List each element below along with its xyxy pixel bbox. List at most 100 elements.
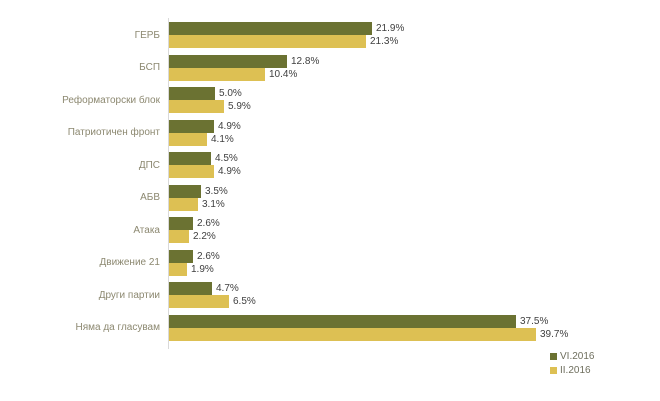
bar-line: 4.9% <box>169 165 241 178</box>
chart-row: ДПС 4.5% 4.9% <box>0 152 660 178</box>
bar-line: 2.2% <box>169 230 220 243</box>
y-axis-line <box>168 18 169 349</box>
bar-vi-2016 <box>169 152 211 165</box>
bar-group: 4.9% 4.1% <box>169 119 241 146</box>
category-label: ДПС <box>138 159 160 171</box>
bar-line: 2.6% <box>169 249 220 263</box>
legend: VI.2016 II.2016 <box>550 351 594 376</box>
value-label: 39.7% <box>540 328 569 340</box>
category-label: Движение 21 <box>99 257 161 268</box>
chart-row: АБВ 3.5% 3.1% <box>0 184 660 211</box>
chart-row: Други партии 4.7% 6.5% <box>0 282 660 308</box>
chart-row: Реформаторски блок 5.0% 5.9% <box>0 87 660 113</box>
value-label: 37.5% <box>520 315 549 327</box>
category-label: Патриотичен фронт <box>67 127 160 138</box>
legend-label: II.2016 <box>560 365 591 376</box>
chart-rows: ГЕРБ 21.9% 21.3% БСП 12.8% 10.4% Реформаторски… <box>0 22 660 347</box>
value-label: 4.9% <box>218 120 241 132</box>
chart-row: Патриотичен фронт 4.9% 4.1% <box>0 119 660 146</box>
value-label: 4.5% <box>215 153 238 164</box>
chart-row: Атака 2.6% 2.2% <box>0 217 660 243</box>
category-label: АБВ <box>140 192 160 203</box>
value-label: 5.9% <box>228 101 251 112</box>
value-label: 10.4% <box>269 68 298 80</box>
bar-vi-2016 <box>169 87 215 100</box>
bar-line: 12.8% <box>169 54 320 68</box>
category-label: Няма да гласувам <box>75 322 161 333</box>
chart-row: БСП 12.8% 10.4% <box>0 54 660 81</box>
value-label: 3.1% <box>202 198 225 210</box>
value-label: 3.5% <box>205 185 228 197</box>
chart-row: Няма да гласувам 37.5% 39.7% <box>0 314 660 341</box>
bar-group: 4.5% 4.9% <box>169 152 241 178</box>
category-label: Атака <box>133 224 160 236</box>
chart-row: Движение 21 2.6% 1.9% <box>0 249 660 276</box>
category-label: Други партии <box>98 289 160 301</box>
bar-group: 4.7% 6.5% <box>169 282 256 308</box>
bar-group: 3.5% 3.1% <box>169 184 228 211</box>
bar-line: 4.1% <box>169 132 241 146</box>
value-label: 5.0% <box>219 88 242 99</box>
value-label: 6.5% <box>233 296 256 307</box>
bar-ii-2016 <box>169 132 207 146</box>
value-label: 2.6% <box>197 250 220 262</box>
bar-ii-2016 <box>169 295 229 308</box>
legend-marker-icon <box>550 367 557 374</box>
bar-line: 37.5% <box>169 314 568 328</box>
category-label: Реформаторски блок <box>62 94 160 106</box>
chart-row: ГЕРБ 21.9% 21.3% <box>0 22 660 48</box>
bar-line: 3.1% <box>169 197 228 211</box>
value-label: 21.3% <box>370 36 399 47</box>
value-label: 12.8% <box>291 55 320 67</box>
bar-ii-2016 <box>169 165 214 178</box>
bar-group: 2.6% 2.2% <box>169 217 220 243</box>
bar-vi-2016 <box>169 314 516 328</box>
legend-item: VI.2016 <box>550 351 594 362</box>
bar-line: 4.7% <box>169 282 256 295</box>
bar-line: 10.4% <box>169 67 319 81</box>
bar-ii-2016 <box>169 262 187 276</box>
bar-vi-2016 <box>169 282 212 295</box>
bar-group: 12.8% 10.4% <box>169 54 320 81</box>
bar-ii-2016 <box>169 327 536 341</box>
bar-line: 2.6% <box>169 217 220 230</box>
bar-vi-2016 <box>169 54 287 68</box>
value-label: 21.9% <box>376 23 405 34</box>
bar-group: 37.5% 39.7% <box>169 314 569 341</box>
bar-line: 39.7% <box>169 327 569 341</box>
legend-item: II.2016 <box>550 365 594 376</box>
bar-vi-2016 <box>169 217 193 230</box>
legend-label: VI.2016 <box>560 351 595 362</box>
bar-group: 2.6% 1.9% <box>169 249 220 276</box>
bar-ii-2016 <box>169 67 265 81</box>
value-label: 2.2% <box>193 231 216 242</box>
value-label: 1.9% <box>191 263 214 275</box>
bar-vi-2016 <box>169 249 193 263</box>
value-label: 4.9% <box>218 166 241 177</box>
category-label: БСП <box>139 62 160 73</box>
value-label: 4.7% <box>216 283 239 294</box>
value-label: 2.6% <box>197 218 220 229</box>
bar-ii-2016 <box>169 230 189 243</box>
bar-ii-2016 <box>169 35 366 48</box>
bar-line: 5.0% <box>169 87 251 100</box>
bar-line: 21.3% <box>169 35 404 48</box>
bar-group: 5.0% 5.9% <box>169 87 251 113</box>
bar-ii-2016 <box>169 100 224 113</box>
bar-ii-2016 <box>169 197 198 211</box>
bar-line: 21.9% <box>169 22 404 35</box>
bar-line: 5.9% <box>169 100 251 113</box>
bar-line: 3.5% <box>169 184 228 198</box>
bar-vi-2016 <box>169 119 214 133</box>
bar-line: 4.9% <box>169 119 241 133</box>
bar-vi-2016 <box>169 184 201 198</box>
legend-marker-icon <box>550 353 557 360</box>
bar-line: 4.5% <box>169 152 241 165</box>
bar-vi-2016 <box>169 22 372 35</box>
bar-line: 1.9% <box>169 262 220 276</box>
bar-group: 21.9% 21.3% <box>169 22 404 48</box>
value-label: 4.1% <box>211 133 234 145</box>
bar-line: 6.5% <box>169 295 256 308</box>
category-label: ГЕРБ <box>134 29 160 41</box>
